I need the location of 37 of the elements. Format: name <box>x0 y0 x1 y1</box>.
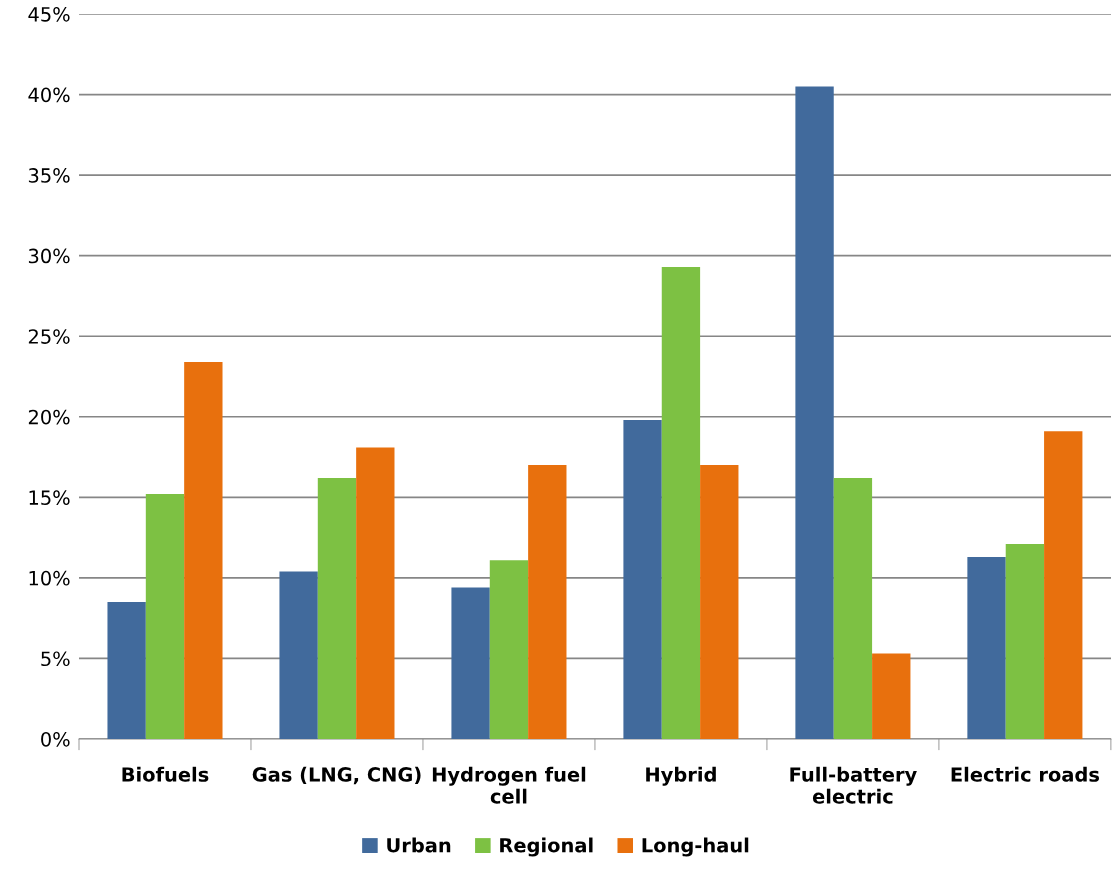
legend-label: Urban <box>387 837 451 853</box>
bar <box>489 560 529 739</box>
bar <box>872 653 911 739</box>
bar <box>451 587 490 739</box>
bar <box>356 447 395 739</box>
y-tick-label: 30% <box>28 248 70 264</box>
bar <box>661 266 701 739</box>
bar <box>107 602 146 739</box>
x-tick-label: Full-battery electric <box>790 766 917 804</box>
x-tick-label: Hydrogen fuel cell <box>432 766 586 804</box>
y-tick-label: 10% <box>29 570 70 586</box>
y-tick-label: 25% <box>28 329 70 344</box>
y-tick-label: 35% <box>28 168 70 183</box>
bar <box>967 556 1006 739</box>
bar <box>145 494 185 739</box>
x-tick-label: Hybrid <box>646 766 716 786</box>
y-tick-label: 0% <box>41 731 70 747</box>
x-tick-label: Biofuels <box>122 766 209 782</box>
legend-label: Long-haul <box>642 837 749 857</box>
bar <box>1005 544 1045 739</box>
bar <box>1044 431 1083 739</box>
bar <box>833 478 873 739</box>
y-tick-label: 45% <box>28 6 70 22</box>
bar <box>623 420 662 739</box>
x-tick-label: Gas (LNG, CNG) <box>252 766 421 785</box>
bar <box>528 465 567 739</box>
bar <box>795 86 834 739</box>
bar <box>317 478 357 739</box>
bar <box>184 362 223 739</box>
legend-label: Regional <box>500 837 593 857</box>
bar <box>700 465 739 739</box>
y-tick-label: 40% <box>28 87 70 103</box>
y-tick-label: 15% <box>29 490 70 505</box>
y-tick-label: 5% <box>41 651 70 667</box>
bar <box>279 571 318 739</box>
y-tick-label: 20% <box>28 409 70 425</box>
x-tick-label: Electric roads <box>951 766 1100 782</box>
